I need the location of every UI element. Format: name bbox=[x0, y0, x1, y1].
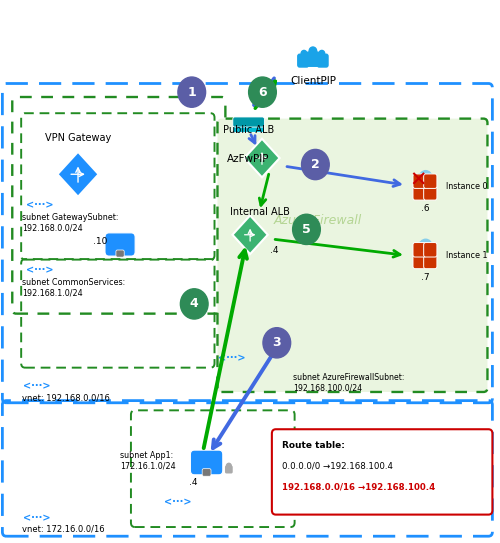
FancyBboxPatch shape bbox=[316, 54, 328, 68]
Text: Instance 0: Instance 0 bbox=[446, 182, 488, 191]
Text: AzFwPIP: AzFwPIP bbox=[228, 154, 270, 164]
Text: 2: 2 bbox=[311, 158, 320, 171]
Text: vnet: 192.168.0.0/16: vnet: 192.168.0.0/16 bbox=[22, 393, 110, 402]
Text: Public ALB: Public ALB bbox=[223, 125, 274, 135]
Circle shape bbox=[420, 239, 432, 253]
Circle shape bbox=[309, 47, 316, 55]
Text: .10: .10 bbox=[93, 237, 108, 247]
Text: <···>: <···> bbox=[164, 497, 191, 507]
Text: ClientPIP: ClientPIP bbox=[290, 76, 336, 86]
FancyBboxPatch shape bbox=[424, 243, 437, 257]
Text: subnet CommonServices:
192.168.1.0/24: subnet CommonServices: 192.168.1.0/24 bbox=[22, 278, 126, 298]
FancyBboxPatch shape bbox=[413, 174, 426, 188]
Circle shape bbox=[420, 171, 432, 185]
Text: ✕: ✕ bbox=[410, 171, 427, 191]
Text: Internal ALB: Internal ALB bbox=[230, 207, 290, 218]
FancyBboxPatch shape bbox=[190, 450, 223, 475]
FancyBboxPatch shape bbox=[297, 54, 309, 68]
FancyBboxPatch shape bbox=[413, 243, 426, 257]
Circle shape bbox=[226, 463, 231, 469]
Circle shape bbox=[302, 149, 329, 180]
Circle shape bbox=[248, 77, 276, 108]
Circle shape bbox=[426, 243, 436, 254]
FancyBboxPatch shape bbox=[413, 254, 426, 269]
Text: vnet: 172.16.0.0/16: vnet: 172.16.0.0/16 bbox=[22, 525, 105, 533]
Polygon shape bbox=[232, 216, 268, 254]
Text: 0.0.0.0/0 →192.168.100.4: 0.0.0.0/0 →192.168.100.4 bbox=[282, 462, 393, 471]
FancyBboxPatch shape bbox=[233, 122, 264, 132]
Text: 192.168.0.0/16 →192.168.100.4: 192.168.0.0/16 →192.168.100.4 bbox=[282, 482, 435, 491]
Text: <···>: <···> bbox=[23, 381, 50, 391]
FancyBboxPatch shape bbox=[272, 430, 492, 515]
Text: .7: .7 bbox=[422, 273, 430, 282]
FancyBboxPatch shape bbox=[225, 465, 232, 473]
Text: .4: .4 bbox=[270, 245, 278, 255]
FancyBboxPatch shape bbox=[424, 174, 437, 188]
FancyBboxPatch shape bbox=[105, 233, 135, 256]
Text: <···>: <···> bbox=[26, 200, 54, 211]
Text: Azure Firewall: Azure Firewall bbox=[274, 214, 362, 226]
FancyBboxPatch shape bbox=[413, 186, 426, 200]
Text: subnet App1:
172.16.1.0/24: subnet App1: 172.16.1.0/24 bbox=[120, 451, 176, 470]
Text: <···>: <···> bbox=[23, 513, 50, 523]
Polygon shape bbox=[244, 139, 280, 178]
FancyBboxPatch shape bbox=[116, 250, 124, 257]
Text: <···>: <···> bbox=[218, 353, 246, 363]
Text: Instance 1: Instance 1 bbox=[446, 251, 488, 260]
Text: subnet GatewaySubnet:
192.168.0.0/24: subnet GatewaySubnet: 192.168.0.0/24 bbox=[22, 213, 118, 232]
FancyBboxPatch shape bbox=[233, 117, 264, 127]
Text: 5: 5 bbox=[302, 223, 311, 236]
FancyBboxPatch shape bbox=[424, 254, 437, 269]
Text: Route table:: Route table: bbox=[282, 440, 344, 450]
Text: 6: 6 bbox=[258, 86, 267, 99]
Text: 4: 4 bbox=[190, 298, 198, 311]
Circle shape bbox=[263, 327, 290, 358]
Text: .4: .4 bbox=[189, 478, 198, 487]
Circle shape bbox=[180, 289, 208, 319]
FancyBboxPatch shape bbox=[218, 118, 488, 392]
Circle shape bbox=[414, 243, 426, 254]
FancyBboxPatch shape bbox=[306, 52, 320, 67]
Circle shape bbox=[292, 214, 320, 244]
Polygon shape bbox=[58, 152, 98, 197]
Circle shape bbox=[414, 174, 426, 185]
Circle shape bbox=[426, 174, 436, 185]
Circle shape bbox=[178, 77, 206, 108]
Text: 1: 1 bbox=[188, 86, 196, 99]
Text: .6: .6 bbox=[422, 204, 430, 213]
Text: subnet AzureFirewallSubnet:
192.168.100.0/24: subnet AzureFirewallSubnet: 192.168.100.… bbox=[293, 373, 405, 393]
Text: 3: 3 bbox=[272, 336, 281, 349]
Circle shape bbox=[319, 50, 324, 56]
Text: VPN Gateway: VPN Gateway bbox=[45, 133, 111, 143]
Text: <···>: <···> bbox=[26, 266, 54, 275]
FancyBboxPatch shape bbox=[202, 469, 211, 476]
FancyBboxPatch shape bbox=[424, 186, 437, 200]
Circle shape bbox=[301, 50, 307, 56]
